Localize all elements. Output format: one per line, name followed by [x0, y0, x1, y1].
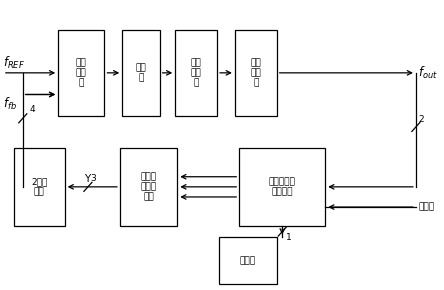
- Bar: [235, 30, 277, 116]
- Text: 电荷
泵: 电荷 泵: [135, 63, 147, 83]
- Text: 3: 3: [90, 173, 96, 182]
- Bar: [239, 148, 325, 226]
- Text: $f_{REF}$: $f_{REF}$: [3, 55, 25, 71]
- Text: Y: Y: [84, 174, 90, 184]
- Bar: [219, 237, 277, 284]
- Text: 分频与时序
控制电路: 分频与时序 控制电路: [269, 177, 296, 197]
- Bar: [58, 30, 104, 116]
- Text: 1: 1: [286, 233, 292, 242]
- Bar: [120, 148, 177, 226]
- Text: $f_{fb}$: $f_{fb}$: [3, 96, 17, 112]
- Text: 累加器: 累加器: [240, 256, 256, 265]
- Text: $f_{out}$: $f_{out}$: [418, 65, 438, 81]
- Text: 2: 2: [418, 115, 424, 124]
- Text: 鉴频
鉴相
器: 鉴频 鉴相 器: [76, 58, 87, 88]
- Bar: [14, 148, 65, 226]
- Text: 压控
振荡
器: 压控 振荡 器: [250, 58, 261, 88]
- Text: 4: 4: [29, 105, 35, 114]
- Bar: [122, 30, 160, 116]
- Text: 2分频
电路: 2分频 电路: [31, 177, 48, 197]
- Text: 相位误
差消除
电路: 相位误 差消除 电路: [141, 172, 157, 202]
- Text: 分频比: 分频比: [418, 202, 434, 211]
- Bar: [175, 30, 217, 116]
- Text: 环路
滤波
器: 环路 滤波 器: [191, 58, 202, 88]
